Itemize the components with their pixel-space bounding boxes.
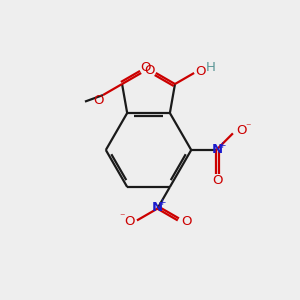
Text: ⁻: ⁻ [119,212,125,223]
Text: O: O [124,215,135,228]
Text: O: O [140,61,151,74]
Text: O: O [144,64,154,77]
Text: H: H [206,61,215,74]
Text: O: O [93,94,104,107]
Text: O: O [212,174,222,188]
Text: ⁻: ⁻ [245,122,251,132]
Text: N: N [212,143,223,157]
Text: O: O [195,65,205,78]
Text: N: N [152,201,163,214]
Text: +: + [158,198,166,207]
Text: O: O [181,215,191,228]
Text: O: O [236,124,246,137]
Text: +: + [218,141,225,150]
